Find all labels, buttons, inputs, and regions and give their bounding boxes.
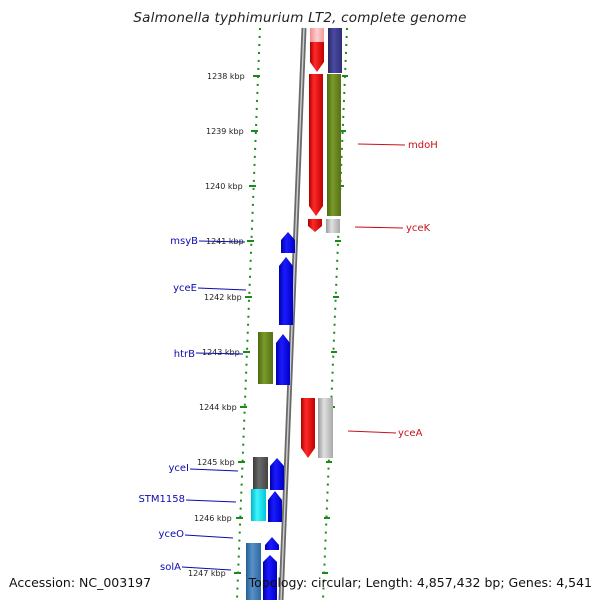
gene-label-htrB: htrB <box>174 349 195 360</box>
gene-msyB <box>281 232 295 253</box>
genome-stats-text: Topology: circular; Length: 4,857,432 bp… <box>248 575 592 590</box>
gene-STM1158 <box>268 491 282 522</box>
gene-labels-right: mdoH yceK yceA <box>398 140 438 439</box>
tick-label-1243: 1243 kbp <box>202 348 240 357</box>
label-leaders-right <box>347 143 406 434</box>
outer-reverse-lane <box>318 28 342 458</box>
reverse-strand-features <box>301 28 324 458</box>
gene-solA <box>263 555 277 600</box>
gene-label-solA: solA <box>160 562 181 573</box>
gene-htrB <box>276 334 290 385</box>
tick-label-1247: 1247 kbp <box>188 569 226 578</box>
gene-label-yceK: yceK <box>406 223 431 234</box>
gene-gray-small <box>326 219 340 233</box>
tick-label-1239: 1239 kbp <box>206 127 244 136</box>
gene-label-msyB: msyB <box>170 236 198 247</box>
gene-label-yceA: yceA <box>398 428 423 439</box>
gene-dark-gray-forward <box>253 457 268 489</box>
ruler-tick-labels: 1238 kbp 1239 kbp 1240 kbp 1241 kbp 1242… <box>188 72 245 578</box>
ruler-ticks <box>234 75 348 574</box>
gene-steel-forward <box>246 543 261 600</box>
gene-navy-block <box>328 28 342 73</box>
gene-olive-forward <box>258 332 273 384</box>
gene-label-yceO: yceO <box>159 529 185 540</box>
accession-text: Accession: NC_003197 <box>9 575 152 590</box>
gene-yceA <box>301 398 315 458</box>
map-title: Salmonella typhimurium LT2, complete gen… <box>133 10 467 26</box>
gene-yceO <box>265 537 279 550</box>
gene-cyan-forward <box>251 489 266 521</box>
gene-labels-left: msyB yceE htrB yceI STM1158 yceO solA <box>138 236 198 573</box>
tick-label-1244: 1244 kbp <box>199 403 237 412</box>
gene-yceI <box>270 458 284 490</box>
outer-forward-lane <box>246 332 273 600</box>
gene-label-STM1158: STM1158 <box>138 494 185 505</box>
gene-label-yceI: yceI <box>168 463 189 474</box>
tick-label-1246: 1246 kbp <box>194 514 232 523</box>
gene-label-yceE: yceE <box>173 283 197 294</box>
forward-strand-features <box>263 232 295 600</box>
gene-label-mdoH: mdoH <box>408 140 438 151</box>
tick-label-1242: 1242 kbp <box>204 293 242 302</box>
tick-label-1240: 1240 kbp <box>205 182 243 191</box>
gene-gray-block <box>318 398 333 458</box>
gene-olive-block <box>327 74 341 216</box>
gene-pink-fragment <box>310 28 324 42</box>
gene-yceK <box>308 219 322 232</box>
label-leaders-left <box>181 240 247 571</box>
gene-yceE <box>279 257 293 325</box>
tick-label-1245: 1245 kbp <box>197 458 235 467</box>
tick-label-1238: 1238 kbp <box>207 72 245 81</box>
gene-mdoH <box>309 74 323 216</box>
